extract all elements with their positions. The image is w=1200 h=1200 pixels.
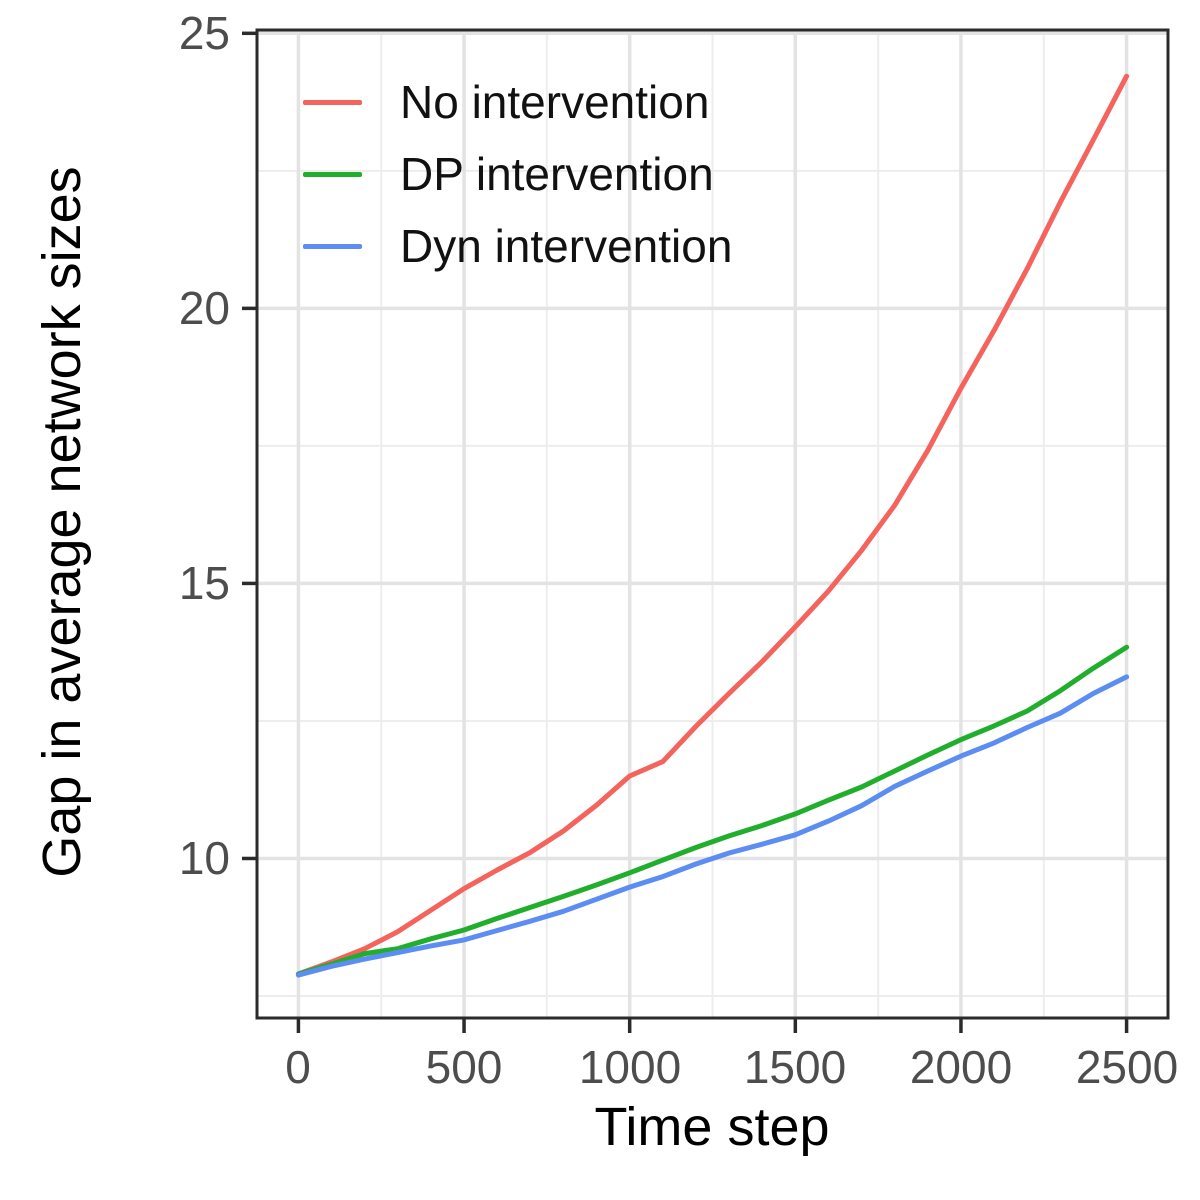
y-tick-label-25: 25 [178,7,230,59]
legend-label: Dyn intervention [400,220,733,272]
y-tick-label-10: 10 [178,832,230,884]
series-line-no-intervention [295,73,1130,977]
legend-item-dyn-intervention: Dyn intervention [303,214,732,278]
legend-item-no-intervention: No intervention [303,70,709,134]
series-line-dyn-intervention [295,674,1130,978]
x-tick-label-500: 500 [425,1041,503,1093]
x-tick-label-1500: 1500 [743,1041,847,1093]
x-tick-label-1000: 1000 [578,1041,682,1093]
series-line-dp-intervention [295,644,1130,977]
legend-key-line-red [303,99,362,105]
x-axis-title: Time step [594,1097,830,1157]
y-tick-label-15: 15 [178,557,230,609]
x-tick-label-0: 0 [285,1041,311,1093]
x-tick-label-2500: 2500 [1075,1041,1179,1093]
y-axis-title: Gap in average network sizes [32,166,92,878]
panel-border [255,28,1170,1020]
legend-key-line-green [303,171,362,177]
x-tick-label-2000: 2000 [909,1041,1013,1093]
legend-item-dp-intervention: DP intervention [303,142,714,206]
legend-label: No intervention [400,76,710,128]
legend-label: DP intervention [400,148,714,200]
y-tick-label-20: 20 [178,282,230,334]
legend-key-line-blue [303,243,362,249]
